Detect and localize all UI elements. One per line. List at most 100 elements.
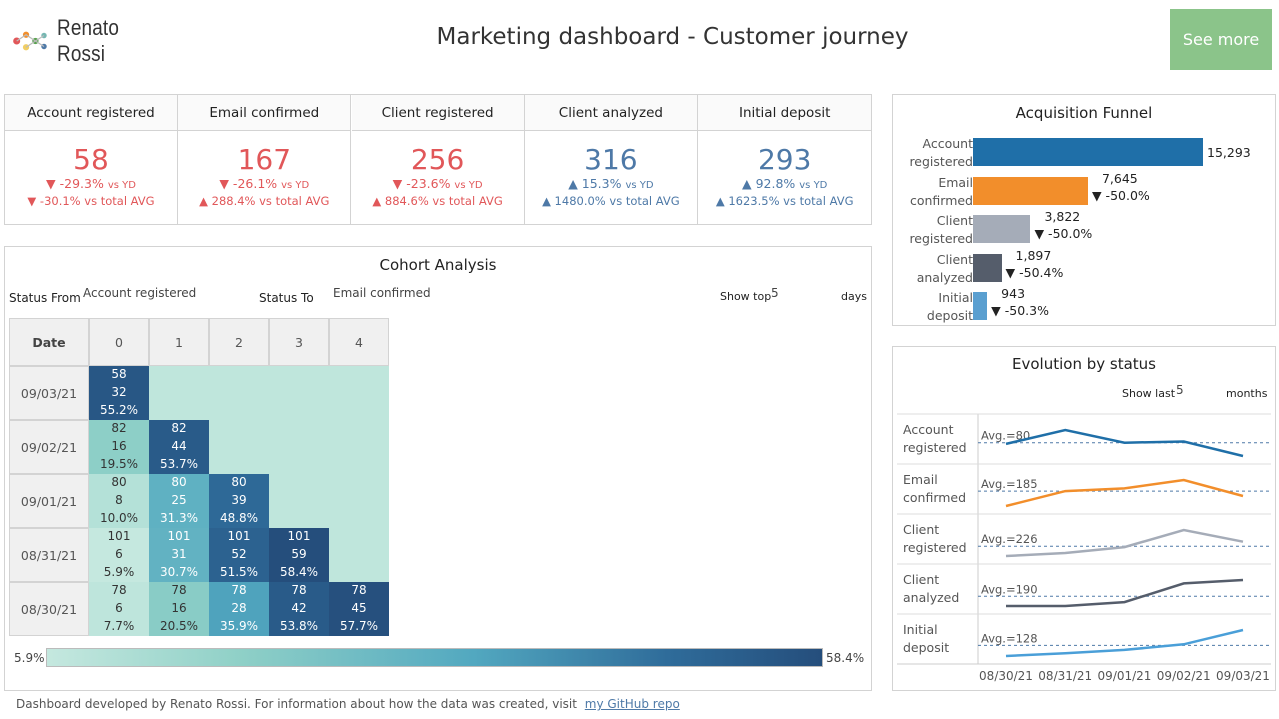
cohort-cell-percent: 7.7% bbox=[103, 619, 135, 633]
evolution-chart: Account registered Avg.=80 Email confirmed Av… bbox=[897, 413, 1271, 683]
cohort-column-header: 1 bbox=[149, 318, 209, 366]
evo-x-tick: 09/01/21 bbox=[1098, 669, 1152, 683]
funnel-title: Acquisition Funnel bbox=[1015, 104, 1153, 122]
kpi-card: Client analyzed 316 ▲ 15.3% vs YD ▲ 1480.0%… bbox=[524, 95, 698, 224]
evo-x-tick: 09/03/21 bbox=[1216, 669, 1270, 683]
cohort-cell[interactable]: 78 45 57.7% bbox=[329, 582, 389, 636]
funnel-bar[interactable] bbox=[973, 138, 1203, 166]
cohort-column-header: 4 bbox=[329, 318, 389, 366]
evo-series-line[interactable] bbox=[1005, 428, 1244, 458]
cohort-row-date: 09/02/21 bbox=[9, 420, 89, 474]
evo-avg-label: Avg.=190 bbox=[981, 582, 1038, 596]
cohort-cell-base: 78 bbox=[351, 583, 367, 597]
funnel-bar[interactable] bbox=[973, 215, 1031, 243]
cohort-cell[interactable]: 80 39 48.8% bbox=[209, 474, 269, 528]
evo-series-line[interactable] bbox=[1005, 478, 1244, 508]
cohort-cell[interactable]: 101 31 30.7% bbox=[149, 528, 209, 582]
cohort-cell[interactable]: 80 25 31.3% bbox=[149, 474, 209, 528]
cohort-cell-base: 82 bbox=[171, 421, 187, 435]
cohort-cell[interactable]: 101 52 51.5% bbox=[209, 528, 269, 582]
page-title: Marketing dashboard - Customer journey bbox=[436, 24, 909, 50]
cohort-cell[interactable]: 82 44 53.7% bbox=[149, 420, 209, 474]
evolution-title: Evolution by status bbox=[1012, 355, 1156, 373]
cohort-cell[interactable]: 101 6 5.9% bbox=[89, 528, 149, 582]
show-top-input[interactable]: 5 bbox=[771, 286, 779, 300]
cohort-cell-count: 25 bbox=[171, 493, 187, 507]
cohort-cell-count: 6 bbox=[115, 601, 123, 615]
show-top-label: Show top bbox=[720, 290, 772, 303]
funnel-stage-label: Email confirmed bbox=[893, 174, 973, 210]
funnel-stage-label-line: Account bbox=[922, 136, 973, 151]
kpi-change-suffix: vs YD bbox=[454, 180, 483, 191]
brand-logo: Renato Rossi bbox=[12, 15, 162, 66]
cohort-cell-count: 8 bbox=[115, 493, 123, 507]
cohort-cell-count: 45 bbox=[351, 601, 367, 615]
cohort-cell[interactable]: 58 32 55.2% bbox=[89, 366, 149, 420]
kpi-label: Email confirmed bbox=[178, 95, 351, 131]
funnel-bar[interactable] bbox=[973, 292, 988, 320]
cohort-cell-percent: 53.8% bbox=[279, 619, 319, 633]
cohort-cell[interactable]: 78 42 53.8% bbox=[269, 582, 329, 636]
kpi-value: 58 bbox=[73, 143, 109, 176]
cohort-cell-count: 16 bbox=[171, 601, 187, 615]
funnel-stage-label: Initial deposit bbox=[893, 289, 973, 325]
date-header: Date bbox=[9, 318, 89, 366]
funnel-stage-label-line: registered bbox=[909, 154, 973, 169]
kpi-value: 293 bbox=[757, 143, 812, 176]
kpi-value: 256 bbox=[410, 143, 465, 176]
cohort-cell-percent: 30.7% bbox=[159, 565, 199, 579]
see-more-button[interactable]: See more bbox=[1170, 9, 1272, 70]
cohort-cell[interactable]: 101 59 58.4% bbox=[269, 528, 329, 582]
status-to-select[interactable]: Email confirmed bbox=[333, 286, 431, 300]
funnel-stage-label: Account registered bbox=[893, 135, 973, 171]
kpi-card: Initial deposit 293 ▲ 92.8% vs YD ▲ 1623.5%… bbox=[698, 95, 872, 224]
cohort-cell-percent: 48.8% bbox=[219, 511, 259, 525]
kpi-card: Account registered 58 ▼ -29.3% vs YD ▼ -30.… bbox=[5, 95, 178, 224]
acquisition-funnel-panel: Acquisition Funnel Account registered 15,2… bbox=[892, 94, 1276, 326]
funnel-stage-label-line: registered bbox=[909, 231, 973, 246]
kpi-change-vs-avg: ▲ 1480.0% vs total AVG bbox=[542, 194, 680, 208]
funnel-bar[interactable] bbox=[973, 176, 1088, 205]
evo-series-label: Client bbox=[903, 572, 939, 587]
evo-avg-label: Avg.=226 bbox=[981, 532, 1038, 546]
cohort-cell[interactable]: 78 6 7.7% bbox=[89, 582, 149, 636]
days-label: days bbox=[841, 290, 867, 303]
cohort-cell-percent: 31.3% bbox=[159, 511, 199, 525]
evo-series-line[interactable] bbox=[1005, 628, 1244, 658]
funnel-change: ▼ -50.0% bbox=[1034, 226, 1093, 241]
funnel-change: ▼ -50.0% bbox=[1091, 187, 1150, 203]
cohort-cell[interactable]: 80 8 10.0% bbox=[89, 474, 149, 528]
cohort-cell-percent: 51.5% bbox=[219, 565, 259, 579]
color-legend-bar bbox=[46, 648, 823, 667]
cohort-analysis-panel: Cohort Analysis Status From Account regi… bbox=[4, 246, 872, 691]
evo-series-line[interactable] bbox=[1006, 578, 1244, 608]
evo-x-tick: 08/31/21 bbox=[1038, 669, 1092, 683]
evo-series-line[interactable] bbox=[1005, 528, 1244, 558]
cohort-cell[interactable]: 82 16 19.5% bbox=[89, 420, 149, 474]
cohort-cell-base: 80 bbox=[111, 475, 127, 489]
funnel-change: ▼ -50.4% bbox=[1005, 264, 1064, 280]
funnel-value: 943 bbox=[1001, 286, 1026, 301]
funnel-stage-label-line: Email bbox=[938, 174, 973, 190]
evo-series-label: Initial bbox=[903, 622, 938, 637]
logo-icon bbox=[13, 31, 47, 51]
cohort-cell-count: 31 bbox=[171, 547, 187, 561]
cohort-cell-base: 78 bbox=[231, 583, 247, 597]
github-link[interactable]: my GitHub repo bbox=[584, 697, 680, 711]
cohort-cell[interactable]: 78 16 20.5% bbox=[149, 582, 209, 636]
cohort-cell-base: 82 bbox=[111, 421, 127, 435]
show-last-input[interactable]: 5 bbox=[1176, 383, 1184, 397]
funnel-bar[interactable] bbox=[973, 253, 1002, 282]
evo-avg-label: Avg.=128 bbox=[981, 631, 1038, 645]
status-to-label: Status To bbox=[259, 291, 314, 305]
funnel-value: 15,293 bbox=[1207, 145, 1251, 160]
cohort-title: Cohort Analysis bbox=[379, 256, 497, 274]
cohort-cell-count: 28 bbox=[231, 601, 247, 615]
kpi-change-vs-yd: ▼ -26.1% vs YD bbox=[219, 176, 310, 191]
evo-avg-label: Avg.=185 bbox=[981, 477, 1038, 491]
cohort-cell[interactable]: 78 28 35.9% bbox=[209, 582, 269, 636]
kpi-change-vs-yd: ▼ -23.6% vs YD bbox=[392, 176, 483, 191]
kpi-change-vs-yd: ▲ 15.3% vs YD bbox=[568, 176, 654, 191]
status-from-select[interactable]: Account registered bbox=[83, 286, 197, 300]
cohort-cell-count: 39 bbox=[231, 493, 247, 507]
